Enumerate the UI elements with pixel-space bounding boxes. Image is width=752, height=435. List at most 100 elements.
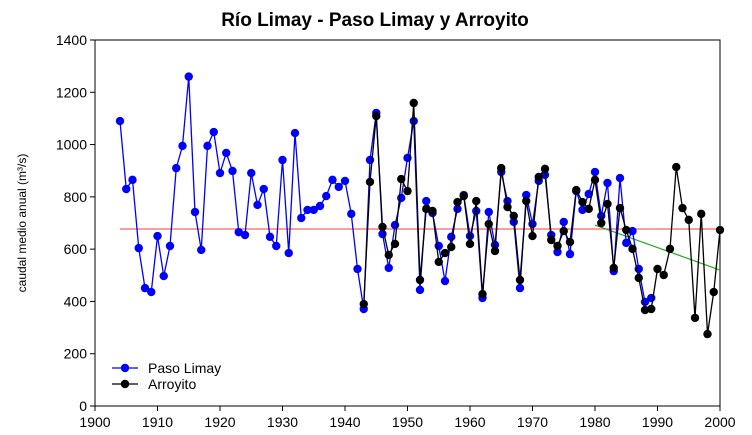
data-point — [359, 299, 368, 309]
data-point — [597, 218, 606, 228]
data-point — [609, 263, 618, 273]
data-point — [378, 222, 387, 232]
data-point — [690, 313, 700, 323]
y-axis-label: caudal medio anual (m³/s) — [15, 154, 29, 293]
data-point — [684, 215, 693, 225]
chart-title: Río Limay - Paso Limay y Arroyito — [221, 10, 529, 31]
legend-label: Paso Limay — [148, 360, 221, 376]
data-point — [590, 175, 600, 185]
data-point — [428, 206, 437, 216]
data-point — [190, 207, 200, 217]
data-point — [184, 72, 193, 81]
data-point — [215, 168, 225, 178]
data-point — [309, 205, 318, 215]
data-point — [459, 191, 468, 201]
data-point — [603, 178, 612, 188]
data-point — [553, 241, 562, 251]
data-point — [228, 166, 237, 176]
data-point — [578, 205, 587, 215]
data-point — [628, 226, 637, 236]
data-point — [409, 98, 418, 108]
y-tick-label: 400 — [64, 293, 88, 309]
data-point — [503, 196, 512, 206]
data-point — [322, 191, 331, 201]
data-point — [340, 176, 350, 186]
data-point — [178, 141, 187, 151]
data-point — [497, 163, 506, 173]
data-point — [372, 111, 381, 121]
data-point — [540, 164, 550, 174]
data-point — [659, 270, 668, 280]
data-point — [472, 196, 481, 206]
data-point — [284, 248, 293, 258]
data-point — [515, 283, 525, 293]
data-point — [447, 232, 456, 242]
data-point — [397, 174, 406, 184]
plot-frame — [94, 39, 721, 407]
data-point — [672, 162, 681, 172]
x-tick-label: 1920 — [204, 414, 235, 430]
data-point — [397, 193, 406, 203]
data-point — [278, 155, 287, 165]
data-point — [209, 127, 218, 137]
data-point — [572, 185, 581, 195]
data-point — [503, 202, 512, 212]
data-point — [440, 248, 450, 258]
y-tick-label: 200 — [64, 346, 88, 362]
series-line — [363, 102, 721, 335]
data-point — [115, 116, 125, 126]
y-tick-label: 1400 — [56, 32, 87, 48]
data-point — [272, 241, 281, 251]
data-point — [203, 141, 212, 151]
data-point — [384, 250, 393, 260]
x-tick-label: 1980 — [579, 414, 610, 430]
data-point — [222, 148, 231, 158]
data-point — [709, 287, 718, 297]
x-tick-label: 1940 — [329, 414, 360, 430]
data-point — [447, 242, 456, 252]
data-point — [553, 247, 562, 257]
data-point — [153, 231, 162, 241]
data-point — [528, 231, 537, 241]
data-point — [128, 175, 137, 185]
data-point — [484, 207, 493, 217]
y-tick-label: 800 — [64, 189, 88, 205]
data-point — [253, 200, 262, 210]
data-point — [615, 173, 625, 183]
data-point — [697, 209, 706, 219]
data-point — [565, 237, 575, 247]
data-point — [415, 275, 425, 285]
data-point — [159, 271, 168, 281]
data-point — [403, 186, 412, 196]
data-point — [453, 197, 462, 207]
data-point — [197, 245, 206, 255]
data-point — [578, 197, 587, 207]
data-point — [484, 219, 493, 229]
series-line — [119, 76, 652, 310]
data-point — [453, 204, 462, 214]
data-point — [259, 184, 268, 194]
data-point — [347, 209, 356, 219]
data-point — [415, 285, 425, 295]
data-point — [334, 182, 343, 192]
data-point — [647, 293, 656, 303]
x-tick-label: 2000 — [704, 414, 735, 430]
legend-marker — [120, 363, 130, 373]
data-point — [640, 305, 650, 315]
y-tick-label: 1000 — [56, 137, 87, 153]
data-point — [422, 196, 431, 206]
data-point — [647, 304, 656, 314]
data-point — [247, 168, 256, 178]
data-point — [584, 204, 593, 214]
data-point — [615, 203, 625, 213]
data-point — [265, 232, 275, 242]
data-point — [634, 273, 643, 283]
y-tick-label: 0 — [79, 398, 87, 414]
data-point — [122, 184, 131, 194]
data-point — [515, 275, 525, 285]
data-point — [559, 226, 568, 236]
data-point — [665, 244, 675, 254]
legend-marker — [120, 379, 130, 389]
data-point — [622, 238, 631, 248]
data-point — [134, 243, 143, 253]
